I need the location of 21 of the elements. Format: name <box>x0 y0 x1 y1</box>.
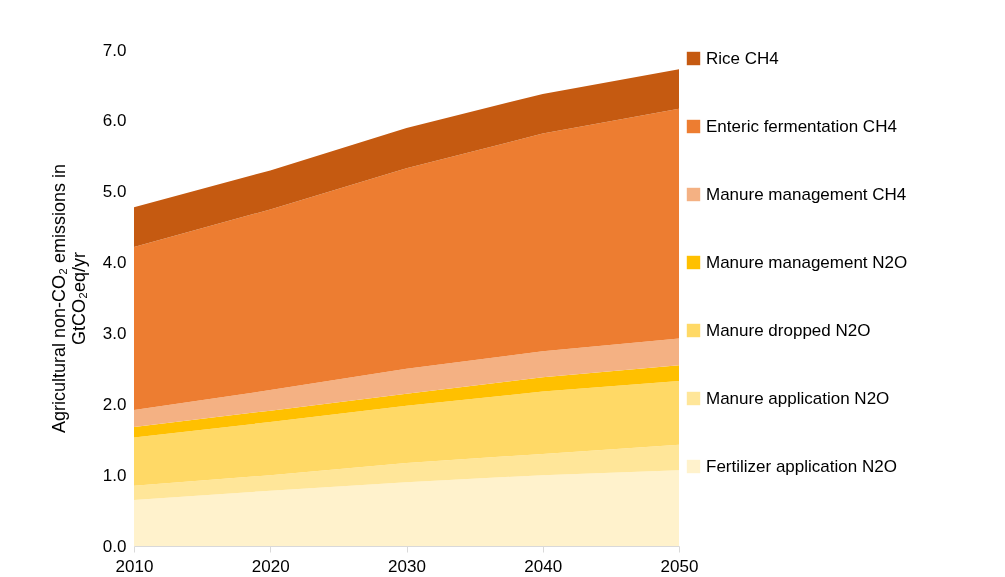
x-tick-label: 2030 <box>388 556 426 576</box>
legend-label: Manure application N2O <box>706 388 890 408</box>
y-tick-label: 7.0 <box>102 40 127 60</box>
y-tick-label: 0.0 <box>102 536 127 556</box>
y-tick-label: 6.0 <box>102 111 127 131</box>
y-axis-title: Agricultural non-CO₂ emissions in GtCO₂eq/yr <box>48 163 89 434</box>
y-tick-label: 5.0 <box>102 182 127 202</box>
legend-label: Enteric fermentation CH4 <box>706 116 897 136</box>
y-tick-label: 4.0 <box>102 253 127 273</box>
y-tick-label: 3.0 <box>102 323 127 343</box>
x-tick-label: 2050 <box>660 556 699 576</box>
y-tick-label: 1.0 <box>102 465 127 485</box>
legend-label: Manure dropped N2O <box>706 320 871 340</box>
x-tick-label: 2010 <box>115 556 154 576</box>
legend-label: Fertilizer application N2O <box>706 456 897 476</box>
legend-label: Rice CH4 <box>706 48 779 68</box>
x-tick-label: 2020 <box>251 556 290 576</box>
x-tick-label: 2040 <box>524 556 563 576</box>
y-tick-label: 2.0 <box>102 394 127 414</box>
legend-label: Manure management N2O <box>706 252 908 272</box>
legend-label: Manure management CH4 <box>706 184 907 204</box>
